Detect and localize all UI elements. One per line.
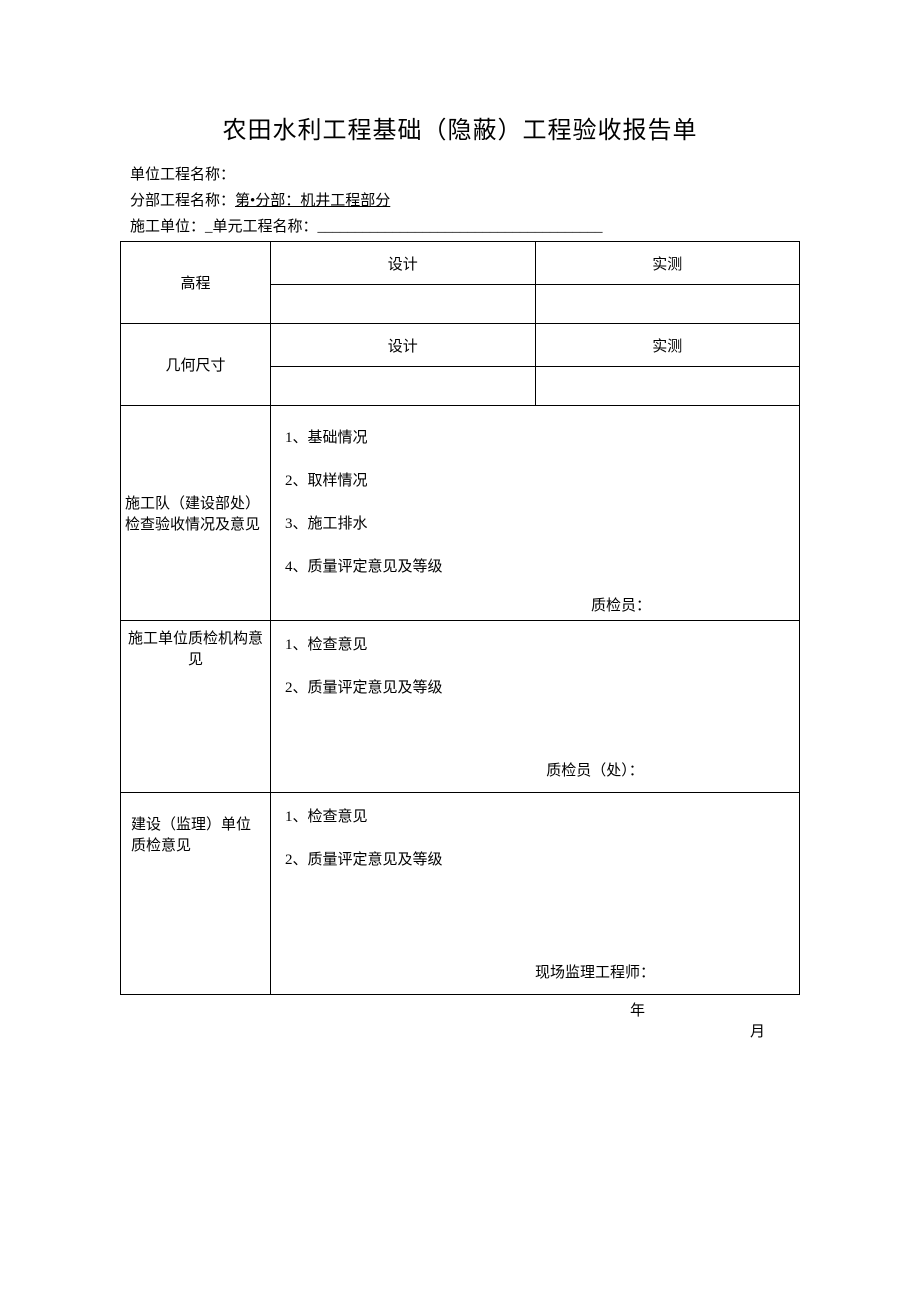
- section2-label: 施工单位质检机构意见: [121, 627, 270, 669]
- section1-label-cell: 施工队（建设部处）检查验收情况及意见: [121, 406, 271, 621]
- section1-item-1: 1、基础情况: [285, 426, 785, 447]
- blank-line: ______________________________________: [318, 219, 603, 235]
- meta-unit-project: 单位工程名称：: [130, 163, 800, 187]
- section3-signer-label: 现场监理工程师：: [285, 961, 785, 982]
- dimension-measured-header: 实测: [535, 324, 800, 367]
- unit-project-label: 单位工程名称：: [130, 167, 235, 183]
- meta-block: 单位工程名称： 分部工程名称：第•分部：机井工程部分 施工单位：_单元工程名称：…: [130, 163, 800, 239]
- meta-construction-unit: 施工单位：_单元工程名称：___________________________…: [130, 215, 800, 239]
- measured-label-2: 实测: [652, 339, 682, 355]
- section1-items-cell: 1、基础情况 2、取样情况 3、施工排水 4、质量评定意见及等级: [271, 406, 800, 589]
- dimension-design-header: 设计: [271, 324, 536, 367]
- section3-item-2: 2、质量评定意见及等级: [285, 848, 785, 869]
- section1-item-4: 4、质量评定意见及等级: [285, 555, 785, 576]
- section3-label: 建设（监理）单位质检意见: [121, 813, 270, 855]
- date-year: 年: [120, 999, 800, 1020]
- section2-label-cell: 施工单位质检机构意见: [121, 621, 271, 793]
- section1-signer-label: 质检员：: [271, 594, 799, 615]
- section2-items-cell: 1、检查意见 2、质量评定意见及等级 质检员（处）：: [271, 621, 800, 793]
- section1-item-2: 2、取样情况: [285, 469, 785, 490]
- section3-label-cell: 建设（监理）单位质检意见: [121, 793, 271, 995]
- measured-label-1: 实测: [652, 257, 682, 273]
- design-label-1: 设计: [388, 257, 418, 273]
- design-label-2: 设计: [388, 339, 418, 355]
- section2-item-2: 2、质量评定意见及等级: [285, 676, 785, 697]
- main-table: 高程 设计 实测 几何尺寸 设计 实测: [120, 241, 800, 995]
- section3-item-1: 1、检查意见: [285, 805, 785, 826]
- sub-project-value: 第•分部：机井工程部分: [235, 193, 390, 209]
- unit-element-label: 单元工程名称：: [213, 219, 318, 235]
- dimension-label: 几何尺寸: [165, 358, 225, 374]
- section3-items-cell: 1、检查意见 2、质量评定意见及等级 现场监理工程师：: [271, 793, 800, 995]
- elevation-label: 高程: [180, 276, 210, 292]
- date-block: 年 月: [120, 999, 800, 1041]
- section1-label: 施工队（建设部处）检查验收情况及意见: [121, 492, 270, 534]
- sub-project-label: 分部工程名称：: [130, 193, 235, 209]
- document-page: 农田水利工程基础（隐蔽）工程验收报告单 单位工程名称： 分部工程名称：第•分部：…: [0, 0, 920, 1301]
- meta-sub-project: 分部工程名称：第•分部：机井工程部分: [130, 189, 800, 213]
- dimension-measured-value: [535, 367, 800, 406]
- elevation-design-value: [271, 285, 536, 324]
- elevation-measured-value: [535, 285, 800, 324]
- dimension-design-value: [271, 367, 536, 406]
- elevation-design-header: 设计: [271, 242, 536, 285]
- elevation-measured-header: 实测: [535, 242, 800, 285]
- section2-signer-label: 质检员（处）：: [285, 759, 785, 780]
- dimension-label-cell: 几何尺寸: [121, 324, 271, 406]
- elevation-label-cell: 高程: [121, 242, 271, 324]
- section2-item-1: 1、检查意见: [285, 633, 785, 654]
- section1-item-3: 3、施工排水: [285, 512, 785, 533]
- date-month: 月: [120, 1020, 800, 1041]
- section1-signer-cell: 质检员：: [271, 588, 800, 621]
- construction-unit-label: 施工单位：: [130, 219, 205, 235]
- document-title: 农田水利工程基础（隐蔽）工程验收报告单: [120, 110, 800, 145]
